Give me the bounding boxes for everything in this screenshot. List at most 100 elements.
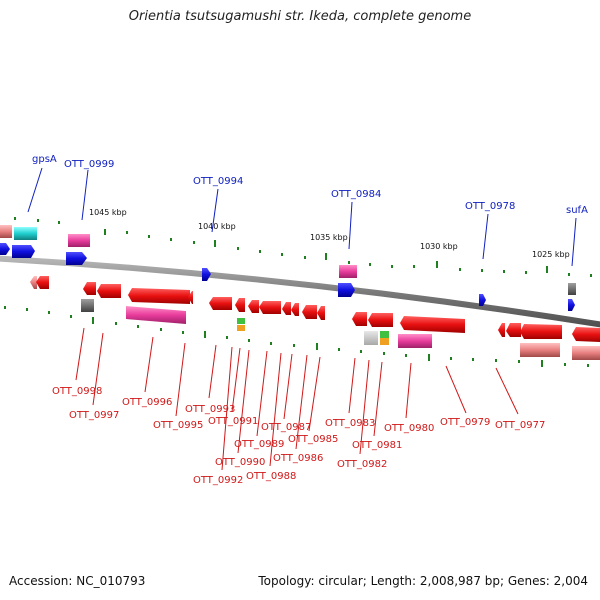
leader-line	[308, 356, 321, 432]
gene-feature[interactable]	[202, 268, 211, 281]
gene-label-upper[interactable]: OTT_0978	[465, 201, 515, 212]
gene-label-lower[interactable]: OTT_0977	[495, 420, 545, 431]
tick-mark	[436, 261, 438, 268]
leader-line	[256, 350, 268, 437]
gene-feature[interactable]	[81, 299, 94, 312]
leader-line	[283, 353, 293, 420]
gene-label-lower[interactable]: OTT_0988	[246, 471, 296, 482]
gene-label-upper[interactable]: OTT_0999	[64, 159, 114, 170]
gene-feature[interactable]	[209, 297, 232, 310]
gene-feature[interactable]	[317, 306, 325, 320]
gene-feature[interactable]	[380, 338, 389, 345]
gene-label-upper[interactable]: sufA	[566, 205, 588, 216]
tick-mark	[590, 274, 592, 277]
gene-label-lower[interactable]: OTT_0995	[153, 420, 203, 431]
gene-feature[interactable]	[398, 334, 432, 348]
topology-text: Topology: circular; Length: 2,008,987 bp…	[258, 574, 588, 588]
leader-line	[211, 188, 219, 233]
gene-feature[interactable]	[237, 318, 245, 324]
gene-feature[interactable]	[338, 283, 355, 297]
gene-feature[interactable]	[97, 284, 121, 298]
gene-label-lower[interactable]: OTT_0993	[185, 404, 235, 415]
gene-feature[interactable]	[237, 325, 245, 331]
leader-line	[175, 342, 186, 417]
gene-label-lower[interactable]: OTT_0991	[208, 416, 258, 427]
gene-label-upper[interactable]: OTT_0994	[193, 176, 243, 187]
leader-line	[359, 359, 370, 455]
reverse-strand-features	[30, 276, 600, 360]
gene-label-lower[interactable]: OTT_0982	[337, 459, 387, 470]
gene-label-lower[interactable]: OTT_0981	[352, 440, 402, 451]
gene-feature[interactable]	[520, 324, 562, 339]
tick-mark	[428, 354, 430, 361]
gene-feature[interactable]	[248, 300, 259, 313]
gene-feature[interactable]	[380, 331, 389, 338]
gene-feature[interactable]	[259, 301, 281, 314]
lower-leader-lines	[75, 327, 519, 471]
tick-mark	[126, 231, 128, 234]
scale-label-1045: 1045 kbp	[89, 208, 127, 217]
gene-feature[interactable]	[14, 227, 37, 240]
gene-feature[interactable]	[0, 225, 12, 238]
gene-feature[interactable]	[339, 265, 357, 278]
gene-feature[interactable]	[0, 243, 10, 255]
gene-label-lower[interactable]: OTT_0985	[288, 434, 338, 445]
gene-feature[interactable]	[188, 291, 193, 304]
forward-strand-features	[0, 225, 576, 311]
gene-feature[interactable]	[400, 316, 465, 333]
gene-feature[interactable]	[30, 276, 37, 289]
tick-mark	[237, 247, 239, 250]
tick-mark	[338, 348, 340, 351]
gene-feature[interactable]	[282, 302, 291, 315]
gene-feature[interactable]	[572, 346, 600, 360]
gene-feature[interactable]	[83, 282, 96, 295]
gene-label-upper[interactable]: OTT_0984	[331, 189, 381, 200]
tick-mark	[160, 328, 162, 331]
tick-mark	[293, 344, 295, 347]
gene-label-lower[interactable]: OTT_0979	[440, 417, 490, 428]
gene-label-lower[interactable]: OTT_0998	[52, 386, 102, 397]
gene-feature[interactable]	[36, 276, 49, 289]
gene-label-lower[interactable]: OTT_0980	[384, 423, 434, 434]
gene-feature[interactable]	[66, 252, 87, 265]
gene-feature[interactable]	[479, 294, 486, 306]
leader-line	[495, 367, 519, 415]
tick-mark	[369, 263, 371, 266]
gene-feature[interactable]	[368, 313, 393, 327]
tick-mark	[214, 240, 216, 247]
gene-label-lower[interactable]: OTT_0983	[325, 418, 375, 429]
leader-line	[144, 336, 154, 393]
gene-feature[interactable]	[364, 331, 378, 345]
gene-feature[interactable]	[126, 306, 186, 324]
genome-title: Orientia tsutsugamushi str. Ikeda, compl…	[128, 9, 472, 24]
leader-line	[373, 361, 383, 437]
gene-label-lower[interactable]: OTT_0996	[122, 397, 172, 408]
gene-feature[interactable]	[128, 288, 190, 304]
gene-feature[interactable]	[302, 305, 317, 319]
gene-label-lower[interactable]: OTT_0987	[261, 422, 311, 433]
gene-label-lower[interactable]: OTT_0990	[215, 457, 265, 468]
gene-label-lower[interactable]: OTT_0989	[234, 439, 284, 450]
gene-feature[interactable]	[572, 327, 600, 342]
gene-feature[interactable]	[352, 312, 367, 326]
gene-label-lower[interactable]: OTT_0986	[273, 453, 323, 464]
gene-feature[interactable]	[520, 343, 560, 357]
gene-feature[interactable]	[568, 283, 576, 295]
gene-label-upper[interactable]: gpsA	[32, 154, 57, 165]
tick-mark	[14, 217, 16, 220]
tick-mark	[383, 352, 385, 355]
gene-feature[interactable]	[12, 245, 35, 258]
gene-feature[interactable]	[498, 323, 505, 337]
gene-feature[interactable]	[568, 299, 575, 311]
gene-feature[interactable]	[235, 298, 245, 312]
gene-feature[interactable]	[68, 234, 90, 247]
leader-line	[237, 349, 250, 454]
gene-label-lower[interactable]: OTT_0997	[69, 410, 119, 421]
gene-feature[interactable]	[291, 303, 299, 316]
leader-line	[221, 346, 233, 471]
gene-label-lower[interactable]: OTT_0992	[193, 475, 243, 486]
gene-feature[interactable]	[506, 323, 521, 337]
tick-mark	[148, 235, 150, 238]
tick-mark	[316, 343, 318, 350]
